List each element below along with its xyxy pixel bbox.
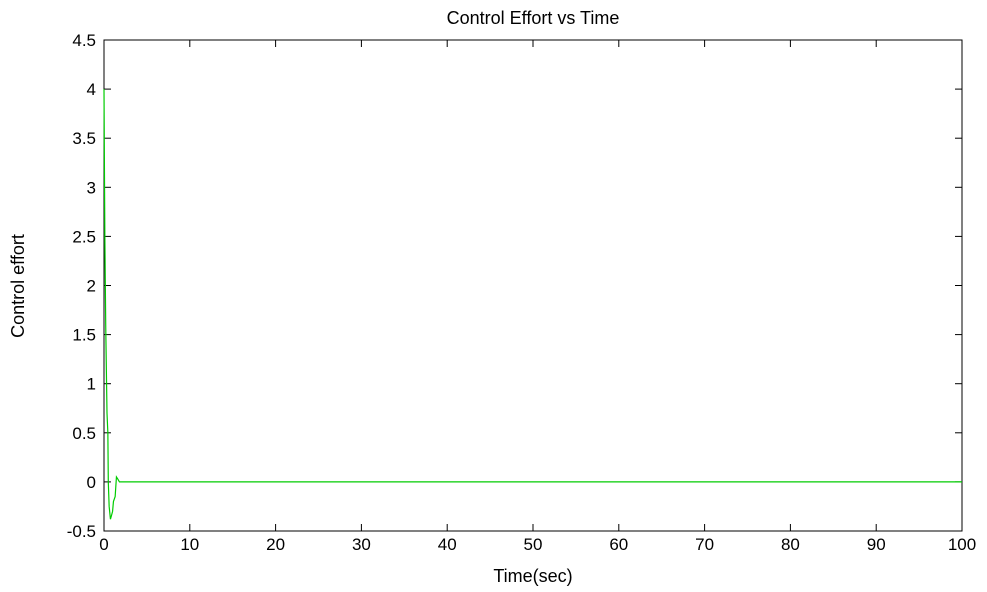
y-tick-label: 3.5 [72,129,96,148]
y-tick-label: 1.5 [72,326,96,345]
y-tick-label: 0 [87,473,96,492]
axis-ticks [103,39,963,532]
y-tick-label: -0.5 [67,522,96,541]
y-tick-label: 4 [87,80,96,99]
y-tick-label: 2.5 [72,227,96,246]
tick-labels: 0 10 20 30 40 50 60 70 80 90 100-0.500.511.522.533… [67,31,976,554]
series-lines [103,89,962,520]
x-tick-label: 70 [695,535,714,554]
y-tick-label: 4.5 [72,31,96,50]
y-axis-title: Control effort [8,234,28,338]
y-tick-label: 1 [87,375,96,394]
x-tick-label: 30 [352,535,371,554]
x-tick-label: 0 [99,535,108,554]
series-line [103,89,962,520]
x-tick-label: 60 [609,535,628,554]
y-tick-label: 2 [87,277,96,296]
y-tick-label: 3 [87,178,96,197]
x-tick-label: 100 [948,535,976,554]
chart-title: Control Effort vs Time [447,8,620,28]
x-tick-label: 10 [180,535,199,554]
x-tick-label: 80 [781,535,800,554]
plot-area [103,39,963,532]
x-tick-label: 20 [266,535,285,554]
x-tick-label: 90 [867,535,886,554]
x-tick-label: 50 [524,535,543,554]
x-axis-title: Time(sec) [493,566,572,586]
y-tick-label: 0.5 [72,424,96,443]
x-tick-label: 40 [438,535,457,554]
